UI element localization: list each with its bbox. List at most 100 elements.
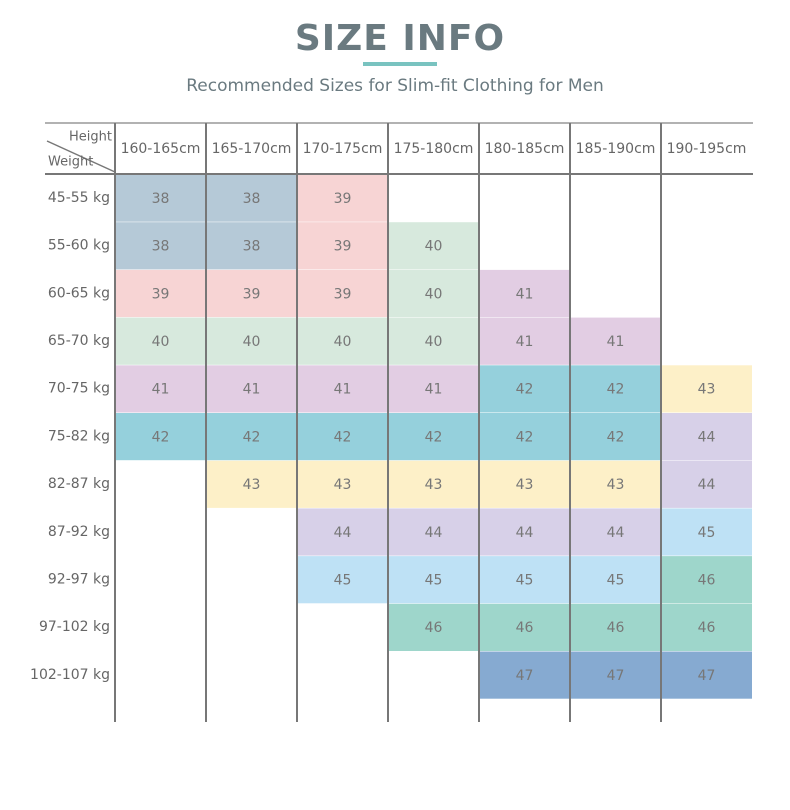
column-header: 185-190cm: [576, 141, 656, 157]
size-value: 44: [334, 525, 352, 541]
column-header: 160-165cm: [121, 141, 201, 157]
size-cell: [661, 603, 752, 651]
size-cell: [115, 317, 206, 365]
size-cell: [297, 317, 388, 365]
row-label: 97-102 kg: [39, 619, 110, 635]
column-header: 180-185cm: [485, 141, 565, 157]
column-header: 175-180cm: [394, 141, 474, 157]
size-cell: [115, 174, 206, 222]
size-value: 43: [334, 477, 352, 493]
size-value: 44: [425, 525, 443, 541]
size-cell: [206, 413, 297, 461]
size-value: 42: [516, 382, 534, 398]
size-value: 40: [152, 334, 170, 350]
size-cell: [297, 460, 388, 508]
size-cell: [206, 222, 297, 270]
size-cell: [297, 508, 388, 556]
size-cell: [479, 365, 570, 413]
size-cell: [479, 508, 570, 556]
size-cell: [206, 174, 297, 222]
size-cell: [570, 508, 661, 556]
size-value: 44: [516, 525, 534, 541]
size-value: 45: [607, 572, 625, 588]
size-cell: [388, 413, 479, 461]
row-label: 92-97 kg: [48, 571, 110, 587]
size-cell: [570, 603, 661, 651]
size-value: 44: [698, 429, 716, 445]
size-value: 41: [243, 382, 261, 398]
size-value: 44: [698, 477, 716, 493]
size-value: 42: [334, 429, 352, 445]
size-cell: [297, 365, 388, 413]
size-cell: [479, 460, 570, 508]
size-cell: [297, 222, 388, 270]
column-header: 165-170cm: [212, 141, 292, 157]
size-value: 41: [334, 382, 352, 398]
size-value: 39: [334, 191, 352, 207]
row-label: 45-55 kg: [48, 190, 110, 206]
size-cell: [388, 603, 479, 651]
size-cell: [661, 651, 752, 699]
size-cell: [297, 174, 388, 222]
size-value: 39: [243, 286, 261, 302]
size-cell: [115, 222, 206, 270]
size-value: 38: [152, 191, 170, 207]
corner-top: Height: [69, 130, 112, 145]
size-value: 39: [152, 286, 170, 302]
size-value: 46: [516, 620, 534, 636]
size-cell: [479, 413, 570, 461]
size-cell: [206, 365, 297, 413]
size-value: 40: [425, 286, 443, 302]
size-value: 42: [607, 382, 625, 398]
size-value: 43: [607, 477, 625, 493]
row-label: 55-60 kg: [48, 238, 110, 254]
size-cell: [570, 460, 661, 508]
size-value: 42: [152, 429, 170, 445]
size-value: 40: [425, 239, 443, 255]
size-value: 38: [243, 191, 261, 207]
row-label: 102-107 kg: [30, 667, 110, 683]
size-value: 45: [698, 525, 716, 541]
size-cell: [479, 603, 570, 651]
title: SIZE INFO: [295, 18, 505, 59]
size-value: 41: [516, 286, 534, 302]
size-value: 38: [243, 239, 261, 255]
size-cell: [388, 222, 479, 270]
size-value: 47: [698, 668, 716, 684]
size-cell: [388, 508, 479, 556]
size-cell: [661, 508, 752, 556]
size-value: 43: [243, 477, 261, 493]
size-value: 41: [516, 334, 534, 350]
size-cell: [388, 365, 479, 413]
size-cell: [297, 269, 388, 318]
size-cell: [570, 651, 661, 699]
size-cell: [388, 269, 479, 318]
size-value: 39: [334, 239, 352, 255]
size-cell: [297, 556, 388, 604]
size-cell: [388, 317, 479, 365]
size-value: 46: [425, 620, 443, 636]
size-value: 45: [334, 572, 352, 588]
row-label: 70-75 kg: [48, 381, 110, 397]
size-cell: [206, 269, 297, 318]
size-value: 45: [516, 572, 534, 588]
size-cell: [297, 413, 388, 461]
size-cell: [479, 317, 570, 365]
column-header: 170-175cm: [303, 141, 383, 157]
size-value: 38: [152, 239, 170, 255]
cells: 38 38 39 38 38 39 40 39 39 39 40 41 40 40 40 40 41 41 41 41…: [115, 174, 752, 699]
size-cell: [388, 556, 479, 604]
row-label: 87-92 kg: [48, 524, 110, 540]
size-cell: [661, 365, 752, 413]
size-cell: [388, 460, 479, 508]
size-value: 41: [607, 334, 625, 350]
size-cell: [206, 460, 297, 508]
title-underline: [363, 62, 437, 66]
size-cell: [115, 413, 206, 461]
row-label: 60-65 kg: [48, 285, 110, 301]
size-value: 39: [334, 286, 352, 302]
size-cell: [570, 365, 661, 413]
size-value: 46: [607, 620, 625, 636]
size-value: 40: [334, 334, 352, 350]
